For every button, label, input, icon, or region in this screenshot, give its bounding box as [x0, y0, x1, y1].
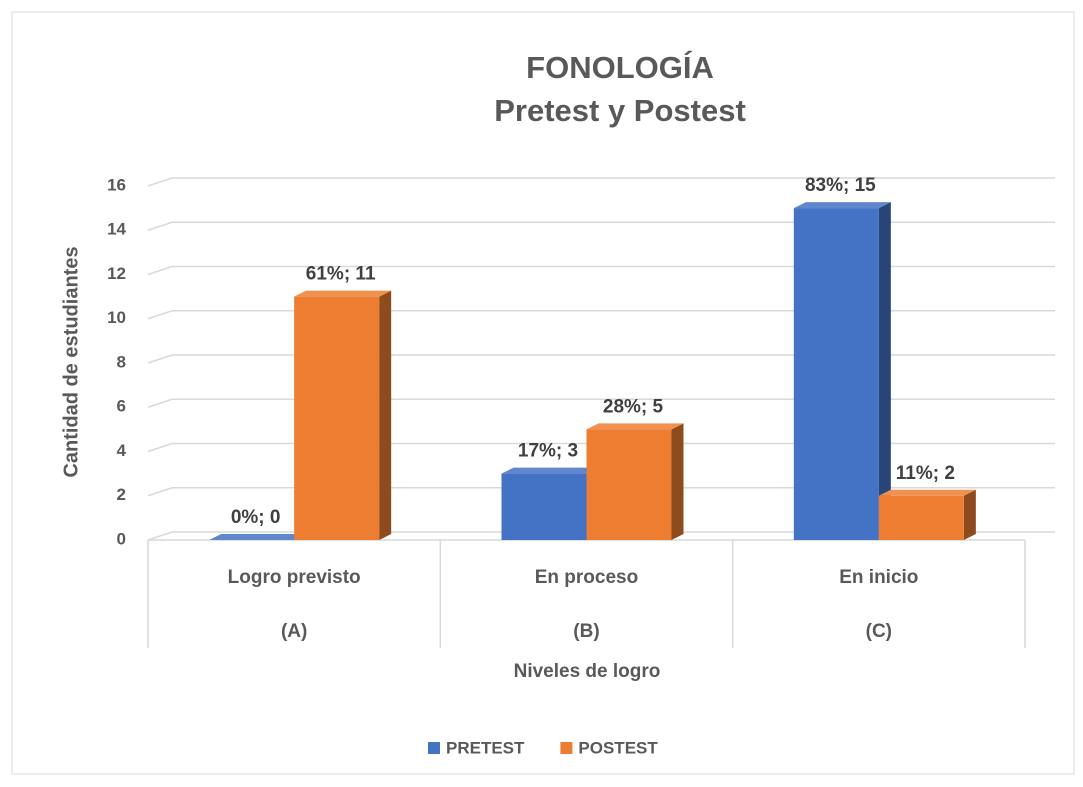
- bar: [294, 296, 380, 540]
- y-axis-title: Cantidad de estudiantes: [60, 246, 82, 477]
- bar-top: [501, 467, 599, 474]
- data-label: 11%; 2: [896, 463, 955, 484]
- legend-swatch: [560, 742, 573, 754]
- x-axis-title: Niveles de logro: [514, 661, 661, 682]
- bar: [878, 495, 964, 540]
- grid-line: [147, 487, 1055, 497]
- chart-border: [11, 11, 1075, 775]
- x-tick-code: (B): [573, 621, 599, 642]
- legend-label: PRETEST: [446, 738, 525, 757]
- bar-side: [963, 489, 976, 540]
- bar-top: [294, 290, 392, 297]
- y-tick-label: 8: [117, 352, 126, 371]
- grid-line: [147, 442, 1055, 453]
- y-tick-label: 2: [117, 485, 126, 504]
- chart-subtitle: Pretest y Postest: [494, 93, 746, 128]
- y-tick-label: 16: [107, 175, 126, 194]
- data-label: 61%; 11: [306, 264, 376, 285]
- bar-side: [379, 290, 392, 540]
- bar-side: [878, 202, 891, 540]
- grid-line: [147, 531, 1055, 541]
- x-tick-code: (C): [866, 621, 892, 642]
- grid-line: [147, 398, 1055, 408]
- legend-swatch: [428, 742, 440, 754]
- bar-top: [793, 202, 891, 209]
- legend-label: POSTEST: [578, 738, 658, 757]
- grid-line: [147, 177, 1055, 187]
- grid-line: [147, 221, 1055, 231]
- data-label: 0%; 0: [231, 507, 281, 528]
- bar-top: [586, 423, 684, 430]
- data-label: 28%; 5: [603, 396, 664, 417]
- y-tick-label: 14: [107, 220, 126, 239]
- grid-line: [147, 354, 1055, 364]
- bar: [793, 208, 879, 540]
- grid-line: [147, 265, 1055, 276]
- y-tick-label: 0: [117, 529, 126, 548]
- y-tick-label: 12: [107, 264, 126, 283]
- bar-top: [209, 534, 307, 540]
- x-tick-label: Logro previsto: [228, 567, 361, 588]
- y-tick-label: 10: [107, 308, 126, 327]
- x-tick-label: En proceso: [535, 567, 638, 588]
- y-tick-label: 4: [117, 441, 127, 460]
- data-label: 17%; 3: [518, 441, 578, 462]
- x-tick-label: En inicio: [839, 567, 918, 588]
- bar: [501, 473, 587, 540]
- grid-line: [147, 310, 1055, 320]
- chart-title: FONOLOGÍA: [526, 50, 714, 85]
- bar-top: [878, 489, 976, 496]
- y-tick-label: 6: [117, 397, 126, 416]
- bar: [586, 429, 672, 540]
- data-label: 83%; 15: [805, 175, 876, 196]
- bar-side: [671, 423, 684, 540]
- x-tick-code: (A): [281, 621, 307, 642]
